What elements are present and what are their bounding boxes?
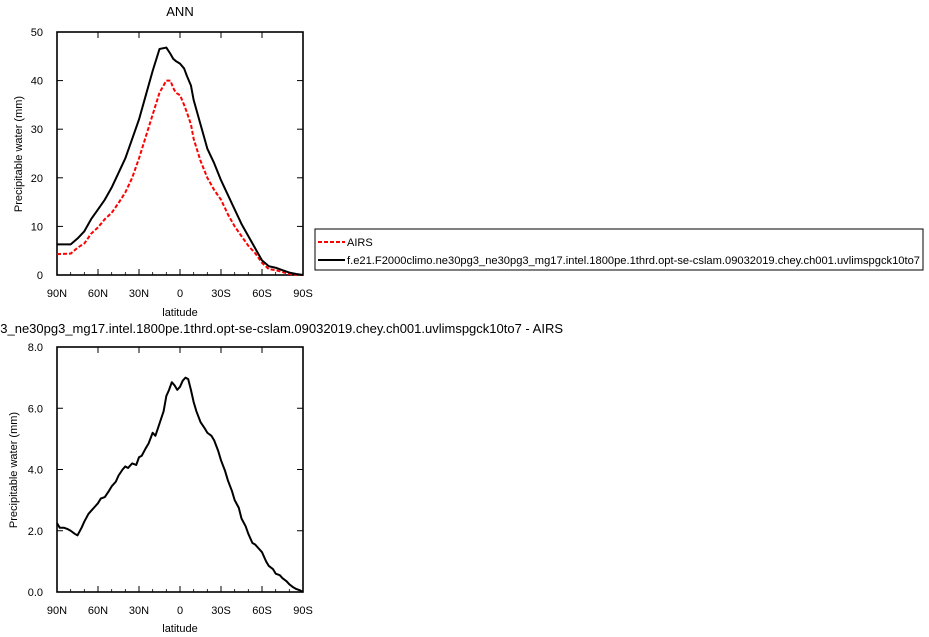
bottom-y-tick-label: 8.0 bbox=[28, 342, 43, 354]
top-ticks: 90N 60N 30N 0 30S 60S 90S 0 10 20 30 40 50 bbox=[31, 27, 313, 300]
bottom-series-line-0 bbox=[56, 376, 304, 593]
top-panel: ANN 90N 60N 30N 0 30S 60S 90S 0 10 20 30 40 50 latit… bbox=[13, 4, 313, 319]
bottom-x-tick-label: 30S bbox=[211, 605, 231, 617]
legend-box bbox=[314, 228, 924, 271]
top-y-axis-label: Precipitable water (mm) bbox=[13, 96, 25, 212]
bottom-panel: f.e21.F2000climo.ne30pg3_ne30pg3_mg17.in… bbox=[0, 321, 563, 635]
top-x-axis-label: latitude bbox=[162, 307, 197, 319]
top-x-tick-label: 90S bbox=[293, 288, 313, 300]
top-title: ANN bbox=[166, 4, 193, 19]
top-x-tick-label: 60S bbox=[252, 288, 272, 300]
bottom-x-tick-label: 0 bbox=[177, 605, 183, 617]
top-x-tick-label: 30S bbox=[211, 288, 231, 300]
top-x-tick-label: 60N bbox=[88, 288, 108, 300]
top-x-tick-label: 90N bbox=[47, 288, 67, 300]
bottom-x-axis-label: latitude bbox=[162, 623, 197, 635]
top-y-tick-label: 0 bbox=[37, 270, 43, 282]
bottom-title: f.e21.F2000climo.ne30pg3_ne30pg3_mg17.in… bbox=[0, 321, 563, 336]
bottom-y-axis-label: Precipitable water (mm) bbox=[8, 412, 20, 528]
bottom-y-tick-label: 2.0 bbox=[28, 526, 43, 538]
top-x-tick-label: 30N bbox=[129, 288, 149, 300]
legend: AIRS f.e21.F2000climo.ne30pg3_ne30pg3_mg… bbox=[314, 228, 924, 271]
top-y-tick-label: 50 bbox=[31, 27, 43, 39]
bottom-y-tick-label: 0.0 bbox=[28, 587, 43, 599]
legend-label-model: f.e21.F2000climo.ne30pg3_ne30pg3_mg17.in… bbox=[347, 255, 920, 267]
bottom-series-group bbox=[56, 376, 304, 593]
bottom-x-tick-label: 30N bbox=[129, 605, 149, 617]
bottom-x-tick-label: 90N bbox=[47, 605, 67, 617]
bottom-y-tick-label: 4.0 bbox=[28, 465, 43, 477]
top-x-tick-label: 0 bbox=[177, 288, 183, 300]
bottom-y-tick-label: 6.0 bbox=[28, 403, 43, 415]
bottom-plot-frame bbox=[56, 346, 304, 593]
top-series-line-0 bbox=[56, 79, 304, 276]
bottom-x-tick-label: 90S bbox=[293, 605, 313, 617]
bottom-ticks: 90N 60N 30N 0 30S 60S 90S 0.0 2.0 4.0 6.0 8.0 bbox=[28, 342, 313, 617]
top-series-line-1 bbox=[57, 46, 304, 276]
bottom-x-tick-label: 60N bbox=[88, 605, 108, 617]
top-y-tick-label: 40 bbox=[31, 76, 43, 88]
top-y-tick-label: 20 bbox=[31, 173, 43, 185]
legend-label-airs: AIRS bbox=[347, 237, 373, 249]
top-y-tick-label: 30 bbox=[31, 124, 43, 136]
bottom-x-tick-label: 60S bbox=[252, 605, 272, 617]
top-plot-frame bbox=[56, 31, 304, 276]
top-y-tick-label: 10 bbox=[31, 221, 43, 233]
top-series-group bbox=[56, 46, 304, 276]
